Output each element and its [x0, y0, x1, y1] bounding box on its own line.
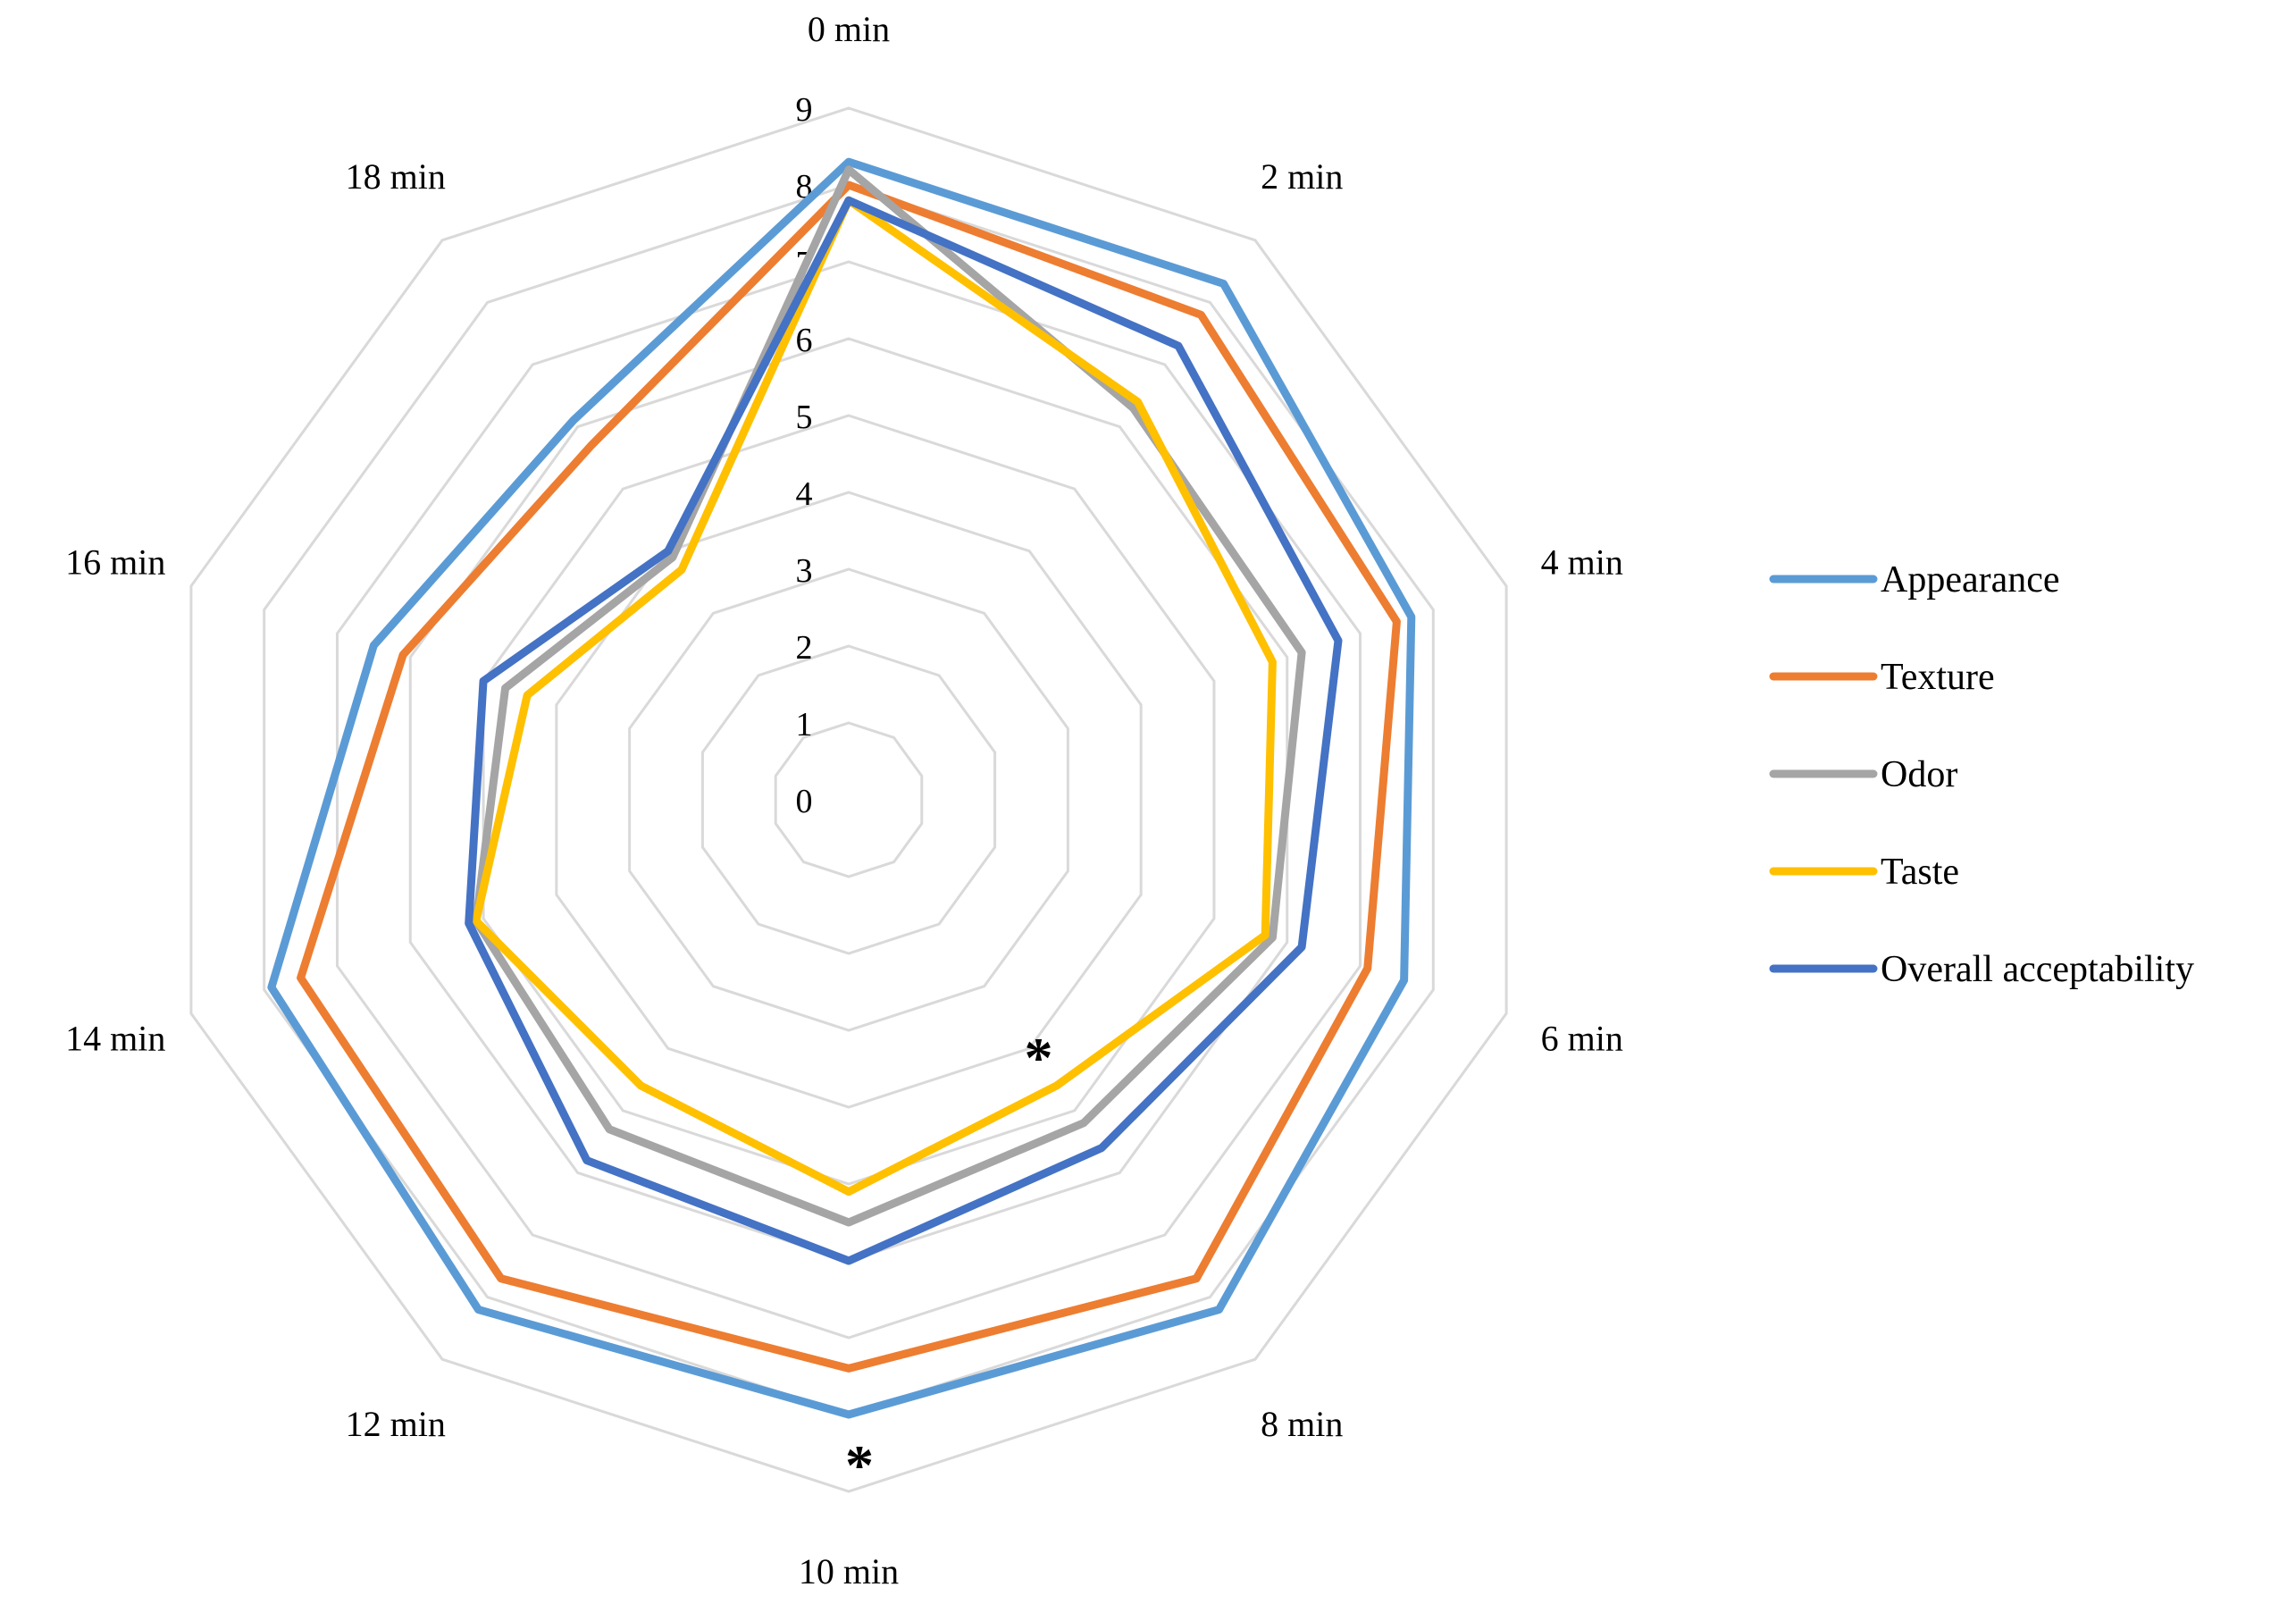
series-line-texture: [297, 181, 1401, 1373]
category-label: 0 min: [808, 9, 890, 49]
legend-label: Taste: [1881, 852, 1959, 893]
category-label: 6 min: [1541, 1019, 1623, 1059]
legend: Appearance Texture Odor Taste Overall accept…: [1769, 559, 2194, 990]
legend-label: Appearance: [1881, 559, 2060, 600]
grid-layer: [189, 106, 1508, 1493]
category-label: 12 min: [346, 1404, 446, 1444]
legend-item-odor: Odor: [1769, 754, 1957, 795]
category-label: 14 min: [65, 1019, 165, 1059]
tick-label: 4: [796, 475, 813, 513]
grid-ring-9: [189, 106, 1508, 1493]
category-label-layer: 0 min 2 min 4 min 6 min 8 min 10 min 12 min 14 …: [65, 9, 1623, 1591]
grid-ring-8: [263, 183, 1435, 1416]
series-line-appearance: [267, 157, 1416, 1419]
tick-label: 0: [796, 783, 813, 820]
grid-ring-6: [408, 337, 1289, 1263]
grid-ring-3: [628, 567, 1069, 1032]
legend-item-overall-acceptability: Overall acceptability: [1769, 949, 2194, 990]
grid-ring-7: [335, 260, 1362, 1339]
legend-item-appearance: Appearance: [1769, 559, 2060, 600]
tick-label: 2: [796, 629, 813, 667]
grid-ring-2: [700, 644, 997, 955]
series-line-overall-acceptability: [465, 196, 1343, 1265]
grid-ring-4: [555, 491, 1143, 1109]
significance-asterisk: *: [845, 1433, 874, 1497]
significance-asterisk: *: [1025, 1026, 1053, 1089]
series-line-odor: [472, 165, 1306, 1227]
legend-label: Overall acceptability: [1881, 949, 2194, 990]
category-label: 10 min: [799, 1551, 899, 1591]
series-line-taste: [472, 196, 1277, 1197]
tick-label: 1: [796, 706, 813, 743]
legend-item-texture: Texture: [1769, 657, 1995, 698]
category-label: 18 min: [346, 156, 446, 197]
grid-ring-5: [482, 414, 1216, 1186]
legend-label: Texture: [1881, 657, 1995, 698]
tick-label: 9: [796, 91, 813, 129]
tick-label: 3: [796, 552, 813, 590]
tick-label: 6: [796, 322, 813, 359]
category-label: 8 min: [1261, 1404, 1343, 1444]
category-label: 16 min: [65, 542, 165, 582]
category-label: 4 min: [1541, 542, 1623, 582]
series-layer: [267, 157, 1416, 1419]
tick-label: 5: [796, 399, 813, 436]
grid-ring-1: [774, 721, 924, 878]
category-label: 2 min: [1261, 156, 1343, 197]
legend-item-taste: Taste: [1769, 852, 1959, 893]
annotation-layer: **: [845, 1026, 1053, 1497]
legend-label: Odor: [1881, 754, 1957, 795]
